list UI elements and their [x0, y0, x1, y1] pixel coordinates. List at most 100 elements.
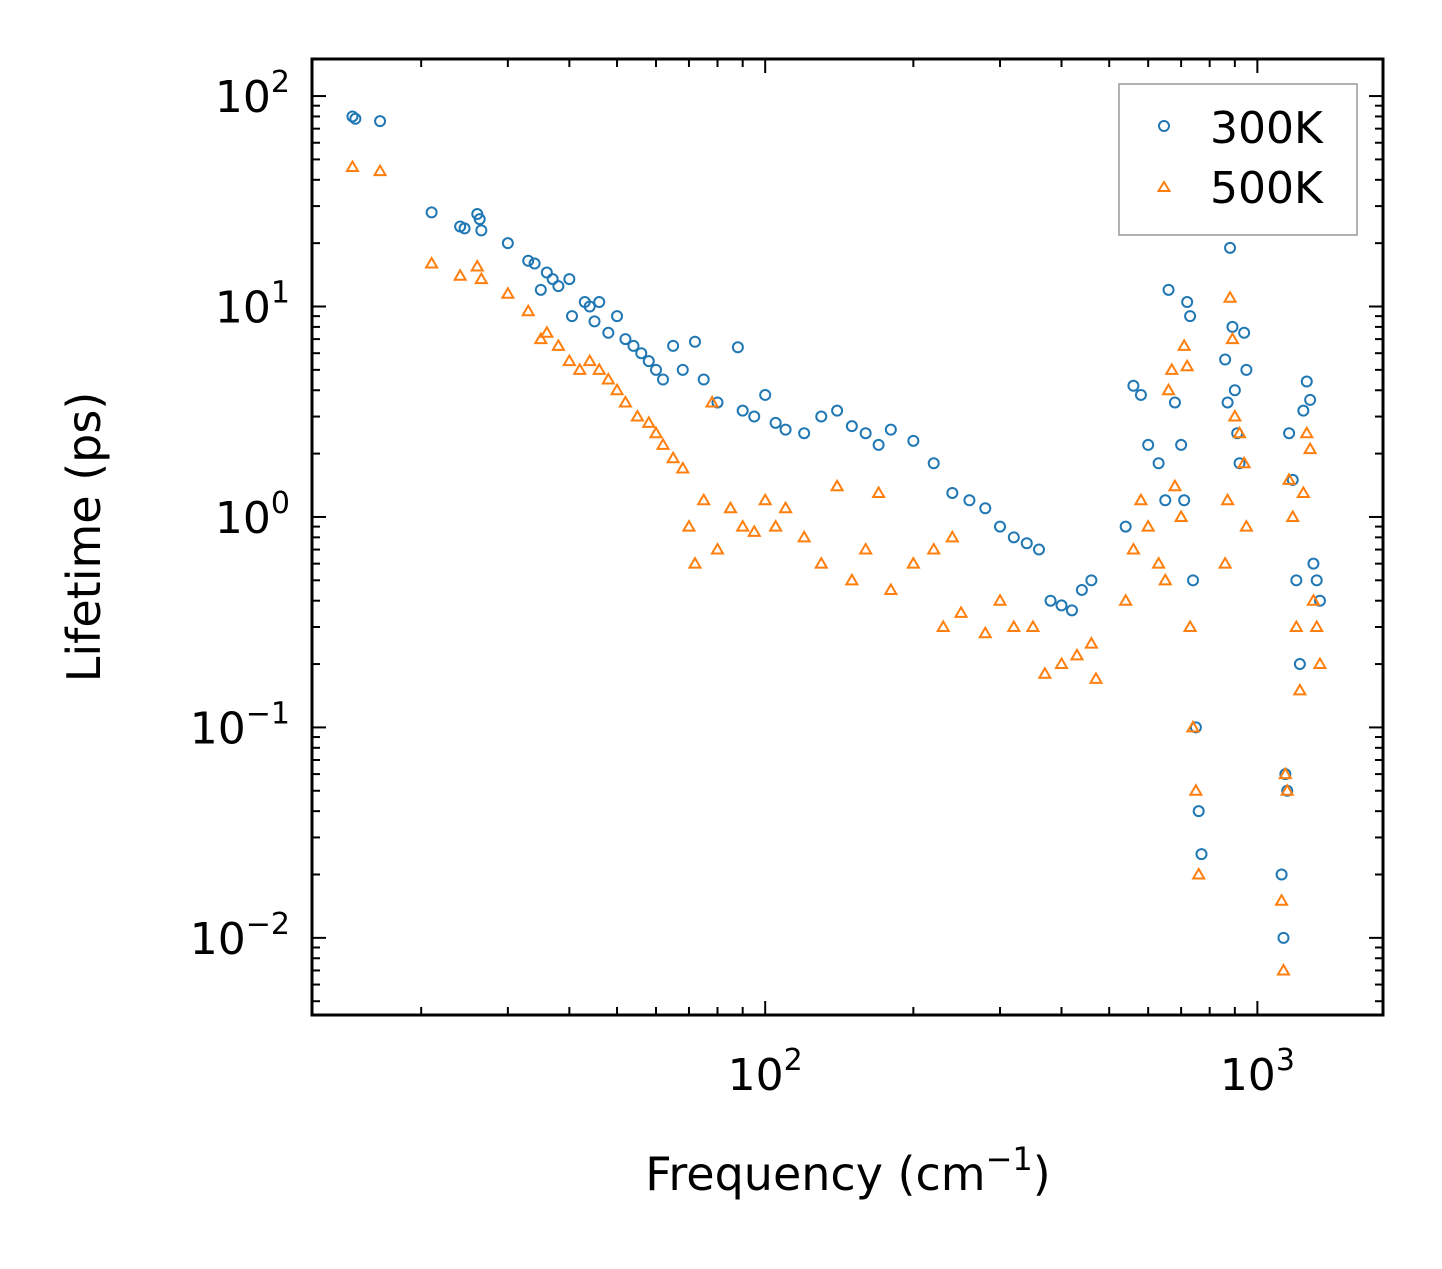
data-point-300K [963, 494, 976, 507]
data-point-500K [1167, 478, 1183, 492]
data-point-500K [1179, 358, 1195, 372]
data-point-500K [1006, 619, 1022, 633]
x-tick-labels: 102 103 [728, 1043, 1295, 1101]
data-point-500K [1118, 593, 1133, 606]
data-point-500K [768, 519, 783, 532]
data-point-300K [697, 373, 710, 386]
data-point-500K [372, 163, 388, 177]
data-point-300K [546, 273, 559, 286]
data-point-300K [1127, 379, 1140, 392]
data-point-300K [1032, 543, 1045, 556]
data-point-500K [681, 519, 697, 532]
data-point-300K [1168, 396, 1181, 409]
data-point-300K [540, 266, 553, 279]
y-tick-label: 102 [215, 65, 290, 123]
data-point-300K [1300, 375, 1313, 388]
data-point-300K [907, 434, 920, 447]
data-point-300K [994, 520, 1007, 533]
data-point-300K [798, 427, 811, 440]
data-point-300K [1178, 494, 1191, 507]
data-point-500K [1274, 893, 1289, 906]
data-point-500K [655, 437, 671, 450]
data-point-500K [424, 256, 439, 269]
data-point-300K [1307, 557, 1320, 570]
data-point-300K [1075, 583, 1088, 596]
data-point-300K [779, 423, 792, 436]
data-point-500K [1296, 485, 1311, 498]
data-point-500K [539, 325, 555, 338]
data-point-300K [346, 110, 359, 123]
y-tick-labels: 102 101 100 10−1 10−2 [190, 65, 290, 965]
data-point-500K [687, 556, 703, 569]
data-point-500K [582, 353, 597, 367]
data-point-500K [1173, 509, 1189, 522]
data-point-300K [859, 427, 872, 440]
data-point-300K [845, 420, 858, 433]
data-point-300K [1065, 604, 1078, 617]
data-point-300K [1134, 388, 1147, 401]
y-tick-label: 101 [215, 276, 290, 334]
data-point-300K [884, 423, 897, 436]
x-tick-label: 103 [1220, 1043, 1295, 1101]
data-point-500K [1312, 656, 1328, 670]
data-point-500K [675, 460, 690, 474]
data-point-300K [611, 310, 624, 323]
data-point-500K [470, 258, 485, 272]
data-point-500K [1276, 962, 1291, 976]
data-point-300K [635, 347, 648, 360]
data-point-500K [796, 529, 812, 543]
data-point-300K [1293, 658, 1306, 671]
data-point-300K [1187, 574, 1200, 587]
data-point-300K [1119, 520, 1132, 533]
data-point-500K [648, 425, 664, 439]
data-point-300K [1152, 457, 1165, 470]
data-point-300K [1162, 283, 1175, 296]
data-point-300K [349, 112, 362, 125]
x-axis-title-suffix: ) [1033, 1147, 1051, 1201]
data-point-500K [1037, 666, 1053, 679]
data-point-500K [452, 268, 468, 281]
data-point-300K [374, 115, 387, 128]
data-point-500K [1151, 556, 1166, 569]
data-point-500K [704, 394, 720, 408]
data-point-300K [748, 410, 761, 423]
x-tick-label: 102 [728, 1043, 803, 1101]
data-point-500K [978, 625, 993, 639]
data-point-500K [1126, 542, 1141, 555]
y-tick-label: 10−2 [190, 907, 290, 965]
data-point-500K [945, 529, 960, 543]
data-point-500K [551, 338, 566, 351]
data-point-300K [1275, 868, 1288, 881]
data-point-300K [1224, 241, 1237, 254]
data-point-500K [1025, 619, 1041, 633]
data-point-300K [927, 457, 940, 470]
data-point-300K [1304, 393, 1317, 406]
data-point-500K [1285, 509, 1300, 522]
data-point-300K [522, 254, 535, 267]
data-point-500K [1176, 338, 1192, 351]
data-point-500K [935, 619, 951, 633]
legend-label-300k: 300K [1210, 103, 1324, 154]
legend-marker-500k [1156, 180, 1172, 192]
data-point-500K [844, 572, 860, 586]
data-point-500K [883, 582, 899, 595]
data-point-500K [1185, 719, 1201, 733]
data-point-500K [953, 605, 969, 618]
data-point-300K [425, 206, 438, 219]
data-point-300K [528, 257, 541, 270]
data-point-300K [475, 224, 488, 237]
data-point-300K [688, 335, 701, 348]
data-point-500K [1140, 519, 1156, 532]
data-point-300K [979, 502, 992, 515]
data-point-300K [1228, 384, 1241, 397]
data-point-500K [757, 492, 773, 506]
data-point-300K [1238, 326, 1251, 339]
data-point-300K [1277, 931, 1290, 944]
data-point-500K [1299, 425, 1314, 439]
data-point-300K [627, 339, 640, 352]
x-axis-title-superscript: −1 [986, 1140, 1033, 1178]
data-point-500K [1225, 331, 1240, 345]
data-point-300K [1219, 353, 1232, 366]
